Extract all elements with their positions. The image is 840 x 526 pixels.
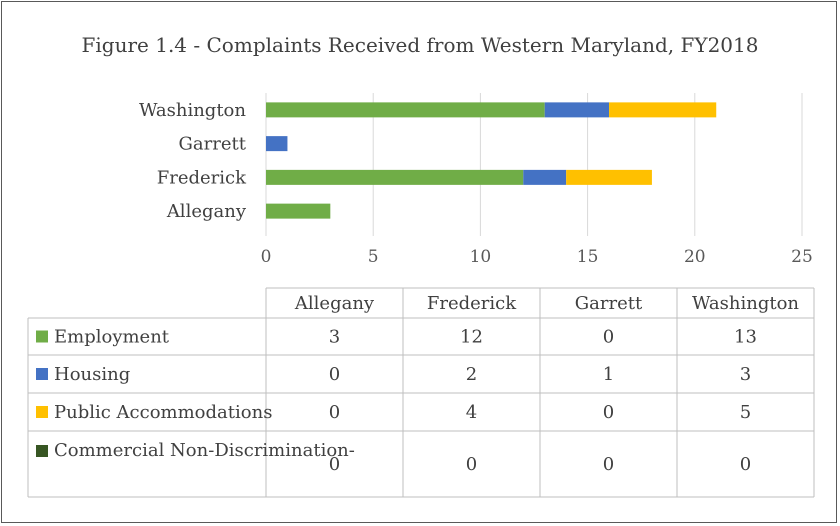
table-cell: 5 bbox=[740, 402, 751, 423]
table-header: Frederick bbox=[427, 293, 517, 314]
series-label: Commercial Non-Discrimination- bbox=[54, 440, 355, 461]
x-tick-label: 5 bbox=[368, 247, 379, 267]
bar-housing-frederick bbox=[523, 169, 567, 185]
x-tick-label: 15 bbox=[577, 247, 599, 267]
table-cell: 0 bbox=[466, 454, 477, 475]
table-cell: 0 bbox=[603, 402, 614, 423]
table-cell: 0 bbox=[740, 454, 751, 475]
category-label: Garrett bbox=[179, 134, 247, 155]
series-label: Housing bbox=[54, 364, 130, 385]
table-cell: 2 bbox=[466, 364, 477, 385]
table-cell: 0 bbox=[329, 364, 340, 385]
bar-employment-frederick bbox=[266, 169, 524, 185]
x-tick-label: 10 bbox=[470, 247, 492, 267]
table-header: Garrett bbox=[575, 293, 643, 314]
table-cell: 3 bbox=[740, 364, 751, 385]
table-cell: 0 bbox=[329, 454, 340, 475]
legend-key bbox=[36, 445, 48, 457]
bar-housing-washington bbox=[544, 102, 610, 118]
table-cell: 4 bbox=[466, 402, 477, 423]
table-cell: 12 bbox=[460, 327, 483, 348]
category-label: Washington bbox=[139, 100, 246, 121]
legend-key bbox=[36, 406, 48, 418]
table-cell: 3 bbox=[329, 327, 340, 348]
bar-public-accommodations-washington bbox=[609, 102, 717, 118]
x-tick-label: 0 bbox=[261, 247, 272, 267]
bar-public-accommodations-frederick bbox=[566, 169, 652, 185]
x-tick-label: 25 bbox=[791, 247, 813, 267]
category-label: Frederick bbox=[157, 167, 247, 188]
table-cell: 1 bbox=[603, 364, 614, 385]
series-label: Employment bbox=[54, 327, 170, 348]
legend-key bbox=[36, 330, 48, 343]
table-header: Allegany bbox=[294, 293, 375, 314]
table-cell: 0 bbox=[603, 454, 614, 475]
table-header: Washington bbox=[692, 293, 799, 314]
table-cell: 13 bbox=[734, 327, 757, 348]
category-label: Allegany bbox=[166, 201, 247, 222]
legend-key bbox=[36, 368, 48, 380]
bar-employment-washington bbox=[266, 102, 545, 118]
x-tick-label: 20 bbox=[684, 247, 706, 267]
series-label: Public Accommodations bbox=[54, 402, 272, 423]
bar-employment-allegany bbox=[266, 203, 331, 219]
table-cell: 0 bbox=[329, 402, 340, 423]
chart-title: Figure 1.4 - Complaints Received from We… bbox=[81, 33, 759, 57]
table-cell: 0 bbox=[603, 327, 614, 348]
bar-housing-garrett bbox=[266, 136, 288, 152]
